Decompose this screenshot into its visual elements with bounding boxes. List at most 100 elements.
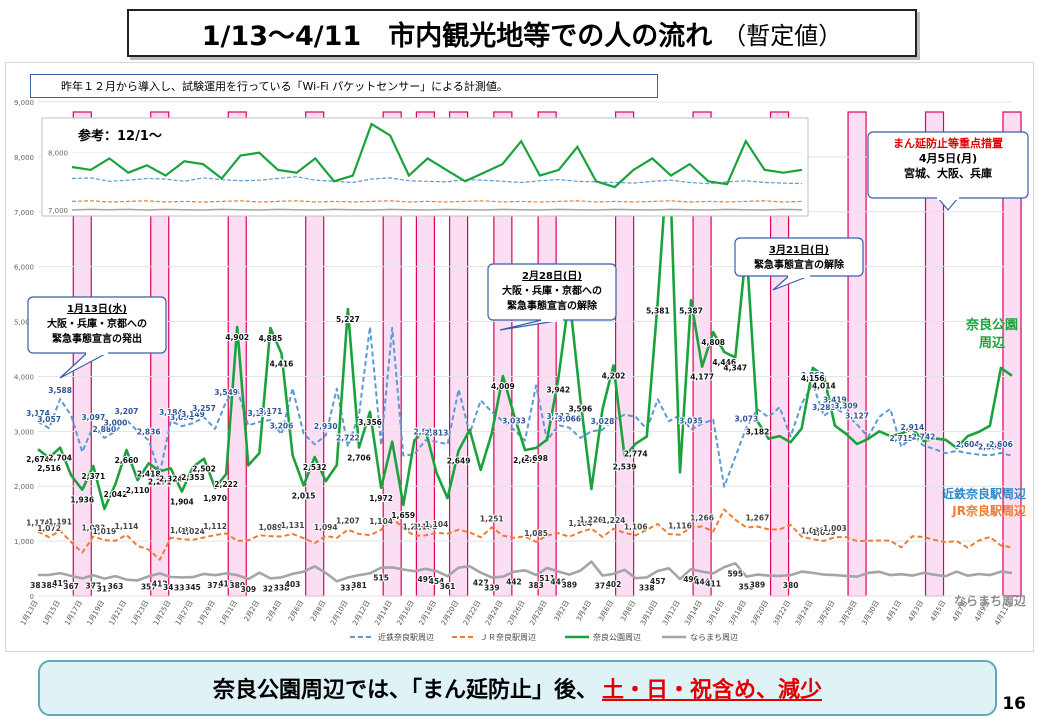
data-label: 3,309 — [834, 401, 858, 410]
data-label: 347 — [163, 583, 179, 592]
data-label: 309 — [240, 585, 256, 594]
y-tick-label: 7,000 — [14, 209, 34, 217]
page-number: 16 — [1002, 694, 1026, 714]
callout-mar21-text: 3月21日(日) — [769, 244, 829, 256]
x-tick-label: 1月23日 — [130, 599, 151, 627]
data-label: 1,033 — [812, 528, 836, 537]
x-tick-label: 2月12日 — [351, 599, 372, 627]
data-label: 3,862 — [801, 371, 825, 380]
data-label: 2,836 — [137, 427, 161, 436]
data-label: 2,580 — [414, 427, 438, 436]
data-label: 511 — [539, 574, 555, 583]
data-label: 3,108 — [247, 409, 271, 418]
x-tick-label: 2月20日 — [440, 599, 461, 627]
data-label: 3,283 — [812, 403, 836, 412]
y-axis: 0 1,000 2,000 3,000 4,000 5,000 6,000 7,000 8,00… — [14, 99, 34, 601]
callout-jan13-cover — [86, 351, 108, 355]
data-label: 2,564 — [978, 442, 1002, 451]
data-label: 2,502 — [192, 465, 216, 474]
data-label: 4,885 — [259, 334, 283, 343]
data-label: 1,207 — [336, 517, 360, 526]
legend-label-0: 近鉄奈良駅周辺 — [378, 632, 434, 642]
data-label: 363 — [108, 582, 124, 591]
data-label: 3,206 — [270, 421, 294, 430]
y-tick-label: 5,000 — [14, 319, 34, 327]
nara-park-line — [37, 138, 1013, 511]
data-label: 382 — [30, 581, 46, 590]
data-label: 1,104 — [369, 517, 393, 526]
callout-jan13-text: 緊急事態宣言の発出 — [52, 332, 142, 345]
data-label: 1,089 — [259, 523, 283, 532]
x-tick-label: 3月28日 — [838, 599, 859, 627]
x-tick-label: 1月25日 — [152, 599, 173, 627]
data-label: 339 — [174, 583, 190, 592]
data-label: 1,024 — [181, 527, 205, 536]
data-label: 379 — [207, 581, 223, 590]
data-label: 515 — [373, 574, 389, 583]
data-label: 1,972 — [369, 494, 393, 503]
data-label: 1,936 — [70, 496, 94, 505]
callout-apr5: まん延防止等重点措置 4月5日(月)宮城、大阪、兵庫 — [867, 131, 1029, 211]
data-label: 2,418 — [137, 469, 161, 478]
data-label: 357 — [141, 582, 157, 591]
x-tick-label: 3月6日 — [597, 599, 615, 623]
data-label: 337 — [340, 584, 356, 593]
data-label: 418 — [52, 579, 68, 588]
legend-label-3: ならまち周辺 — [690, 633, 738, 642]
data-label: 377 — [86, 581, 102, 590]
data-label: 2,715 — [889, 434, 913, 443]
line-chart: 0 1,000 2,000 3,000 4,000 5,000 6,000 7,000 8,00… — [14, 99, 1029, 642]
data-label: 412 — [152, 579, 168, 588]
data-label: 317 — [97, 585, 113, 594]
data-label: 1,019 — [93, 527, 117, 536]
data-label: 427 — [473, 579, 489, 588]
data-label: 1,114 — [115, 522, 139, 531]
data-label: 1,037 — [170, 526, 194, 535]
x-tick-label: 4月5日 — [929, 599, 947, 623]
data-label: 3,094 — [170, 413, 194, 422]
inset-kintetsu-line — [71, 176, 803, 185]
series-lines — [37, 138, 1013, 583]
callout-feb28-text: 大阪・兵庫・京都への — [502, 284, 602, 297]
callout-apr5-cover — [937, 196, 959, 200]
data-label: 1,085 — [524, 529, 548, 538]
data-label: 3,035 — [679, 416, 703, 425]
x-tick-label: 2月18日 — [418, 599, 439, 627]
data-label: 353 — [739, 583, 755, 592]
data-label: 380 — [229, 581, 245, 590]
data-label: 383 — [528, 581, 544, 590]
data-label: 371 — [595, 582, 611, 591]
x-axis: 1月13日 1月15日 1月17日 1月19日 1月21日 1月23日 1月25日 1月27日… — [19, 599, 1014, 627]
data-label: 389 — [750, 581, 766, 590]
x-tick-label: 1月15日 — [41, 599, 62, 627]
page-title: 1/13〜4/11 市内観光地等での人の流れ （暫定値） — [127, 9, 917, 57]
data-label: 2,371 — [81, 472, 105, 481]
data-label: 1,904 — [170, 497, 194, 506]
y-tick-label: 4,000 — [14, 373, 34, 381]
title-sub: （暫定値） — [722, 21, 843, 50]
data-label: 2,774 — [624, 450, 648, 459]
x-tick-label: 3月10日 — [639, 599, 660, 627]
x-tick-label: 2月24日 — [484, 599, 505, 627]
data-label: 2,813 — [425, 429, 449, 438]
data-label: 2,706 — [347, 453, 371, 462]
inset-y-tick: 7,000 — [48, 207, 68, 215]
callout-jan13-text: 1月13日(水) — [67, 302, 127, 315]
data-label: 3,057 — [37, 415, 61, 424]
x-tick-label: 1月19日 — [86, 599, 107, 627]
data-label: 2,222 — [214, 480, 238, 489]
x-tick-label: 2月28日 — [528, 599, 549, 627]
data-label: 4,177 — [690, 373, 714, 382]
data-label: 338 — [639, 583, 655, 592]
summary-banner: 奈良公園周辺では、「まん延防止」後、 土・日・祝含め、減少 — [38, 660, 997, 716]
data-label: 3,174 — [26, 409, 50, 418]
summary-highlight: 土・日・祝含め、減少 — [602, 678, 823, 703]
callout-feb28-text: 2月28日(日) — [522, 270, 582, 282]
data-label: 381 — [351, 581, 367, 590]
data-label: 442 — [506, 578, 522, 587]
callout-mar21-cover — [788, 274, 810, 278]
highlight-band-12 — [847, 111, 867, 597]
